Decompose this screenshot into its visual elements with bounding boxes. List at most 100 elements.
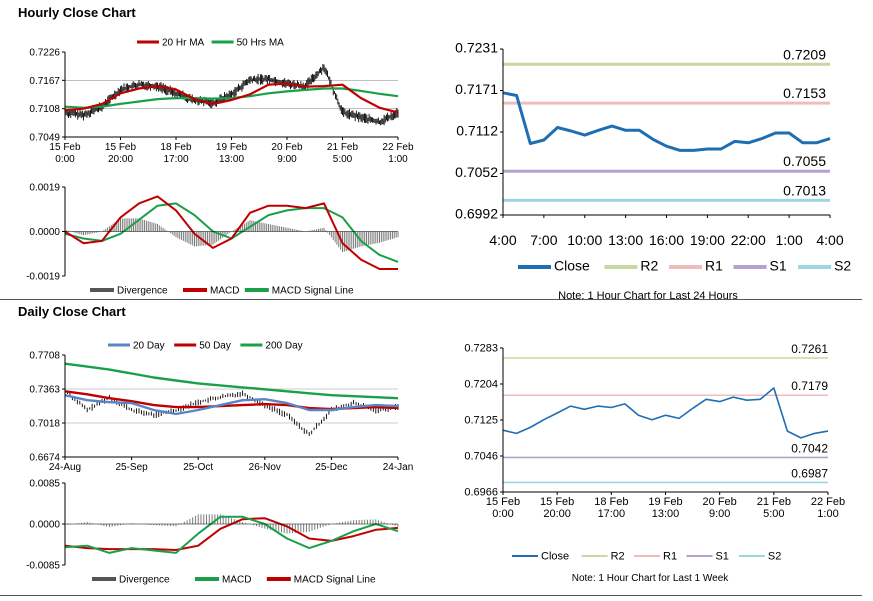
daily-macd-ytick-label: 0.0085 <box>29 479 60 490</box>
daily-levels-xtick-label: 13:00 <box>652 508 680 520</box>
daily-close-line <box>502 387 829 439</box>
hourly-levels-legend-label: Close <box>554 258 590 274</box>
daily-price-legend-label: 20 Day <box>133 341 165 352</box>
hourly-levels-xtick-label: 22:00 <box>731 232 766 248</box>
daily-macd-legend-swatch <box>195 577 219 581</box>
hourly-levels-xtick-label: 16:00 <box>649 232 684 248</box>
hourly-price-legend-label: 50 Hrs MA <box>237 38 285 49</box>
daily-levels-legend-label: Close <box>541 551 569 563</box>
daily-macd-legend-label: MACD Signal Line <box>294 575 376 586</box>
daily-levels-xtick-label: 5:00 <box>763 508 784 520</box>
hourly-levels-xtick-label: 7:00 <box>530 232 557 248</box>
section-divider <box>0 299 862 300</box>
hourly-ma20-line <box>64 82 399 114</box>
hourly-levels-ytick-label: 0.7231 <box>455 40 498 56</box>
daily-ma20-line <box>64 394 399 416</box>
hourly-levels-legend-swatch <box>733 265 767 269</box>
hourly-macd-legend-label: Divergence <box>117 286 168 297</box>
daily-price-legend-swatch <box>240 343 263 347</box>
bottom-divider <box>0 595 862 596</box>
hourly-level-label-s2: 0.7013 <box>783 182 826 198</box>
hourly-levels-xtick-label: 4:00 <box>816 232 843 248</box>
daily-levels-xtick-label: 9:00 <box>709 508 730 520</box>
hourly-price-legend-label: 20 Hr MA <box>162 38 205 49</box>
hourly-section-title: Hourly Close Chart <box>18 5 136 20</box>
hourly-level-label-s1: 0.7055 <box>783 153 826 169</box>
hourly-macd-legend-label: MACD <box>210 286 239 297</box>
daily-levels-legend-label: R1 <box>663 551 677 563</box>
hourly-macd-ytick-label: -0.0019 <box>26 272 60 283</box>
hourly-price-xtick-label: 15 Feb <box>105 142 137 153</box>
daily-price-xtick-label: 25-Sep <box>115 462 148 473</box>
daily-levels-legend-label: R2 <box>611 551 625 563</box>
hourly-levels-note: Note: 1 Hour Chart for Last 24 Hours <box>558 290 738 302</box>
hourly-macd-ytick-label: 0.0000 <box>29 227 60 238</box>
hourly-levels-ytick-label: 0.6992 <box>455 206 498 222</box>
daily-price-legend-swatch <box>174 343 197 347</box>
hourly-price-ytick-label: 0.7049 <box>29 133 60 144</box>
hourly-price-xtick-label: 5:00 <box>333 154 353 165</box>
daily-levels-ytick-label: 0.6966 <box>464 487 498 499</box>
hourly-levels-legend-swatch <box>604 265 638 269</box>
daily-levels-legend-swatch <box>634 555 661 557</box>
hourly-ma50-line <box>64 87 399 109</box>
hourly-levels-legend-label: S2 <box>834 258 851 274</box>
daily-macd-legend-swatch <box>92 577 116 581</box>
hourly-level-label-r2: 0.7209 <box>783 46 826 62</box>
hourly-price-xtick-label: 20:00 <box>108 154 133 165</box>
hourly-price-legend-swatch <box>137 40 159 44</box>
daily-macd-ytick-label: -0.0085 <box>26 561 60 572</box>
hourly-levels-ytick-label: 0.7171 <box>455 81 498 97</box>
hourly-price-xtick-label: 9:00 <box>277 154 297 165</box>
daily-levels-xtick-label: 17:00 <box>598 508 626 520</box>
daily-levels-xtick-label: 15 Feb <box>540 496 574 508</box>
hourly-levels-legend-swatch <box>518 265 551 269</box>
hourly-levels-xtick-label: 19:00 <box>690 232 725 248</box>
daily-price-legend-label: 50 Day <box>199 341 231 352</box>
daily-levels-ytick-label: 0.7204 <box>464 379 498 391</box>
hourly-levels-xtick-label: 1:00 <box>776 232 803 248</box>
daily-macd-ytick-label: 0.0000 <box>29 520 60 531</box>
daily-price-ytick-label: 0.7363 <box>29 385 60 396</box>
hourly-price-xtick-label: 0:00 <box>55 154 75 165</box>
daily-levels-xtick-label: 20 Feb <box>703 496 737 508</box>
daily-level-label-r2: 0.7261 <box>791 342 828 356</box>
daily-ma50-line <box>64 390 399 411</box>
daily-price-xtick-label: 26-Nov <box>249 462 281 473</box>
daily-levels-xtick-label: 22 Feb <box>811 496 845 508</box>
hourly-price-ytick-label: 0.7167 <box>29 76 60 87</box>
hourly-price-xtick-label: 1:00 <box>388 154 408 165</box>
hourly-levels-xtick-label: 13:00 <box>608 232 643 248</box>
hourly-price-ytick-label: 0.7108 <box>29 104 60 115</box>
daily-section-title: Daily Close Chart <box>18 304 126 319</box>
hourly-macd-legend-swatch <box>244 288 269 292</box>
daily-levels-xtick-label: 19 Feb <box>648 496 682 508</box>
daily-macd-legend-label: MACD <box>222 575 251 586</box>
daily-level-label-s1: 0.7042 <box>791 441 828 455</box>
hourly-price-xtick-label: 15 Feb <box>49 142 81 153</box>
hourly-levels-xtick-label: 10:00 <box>567 232 602 248</box>
hourly-price-xtick-label: 18 Feb <box>160 142 192 153</box>
hourly-price-xtick-label: 20 Feb <box>271 142 303 153</box>
daily-levels-note: Note: 1 Hour Chart for Last 1 Week <box>572 573 730 584</box>
daily-macd-legend-label: Divergence <box>119 575 170 586</box>
daily-level-label-r1: 0.7179 <box>791 379 828 393</box>
daily-price-xtick-label: 25-Oct <box>183 462 213 473</box>
daily-levels-legend-swatch <box>581 555 608 557</box>
hourly-close-line <box>502 91 831 152</box>
hourly-levels-xtick-label: 4:00 <box>489 232 516 248</box>
hourly-price-ytick-label: 0.7226 <box>29 48 60 59</box>
hourly-levels-legend-swatch <box>668 265 702 269</box>
daily-levels-legend-swatch <box>512 555 538 557</box>
hourly-price-xtick-label: 17:00 <box>163 154 188 165</box>
hourly-macd-line <box>64 195 398 270</box>
hourly-macd-legend-swatch <box>90 288 114 292</box>
hourly-level-label-r1: 0.7153 <box>783 85 826 101</box>
daily-price-ytick-label: 0.6674 <box>29 453 60 464</box>
hourly-macd-ytick-label: 0.0019 <box>29 183 60 194</box>
daily-levels-legend-swatch <box>686 555 713 557</box>
daily-levels-xtick-label: 1:00 <box>817 508 838 520</box>
daily-levels-xtick-label: 18 Feb <box>594 496 628 508</box>
daily-price-ytick-label: 0.7708 <box>29 351 60 362</box>
